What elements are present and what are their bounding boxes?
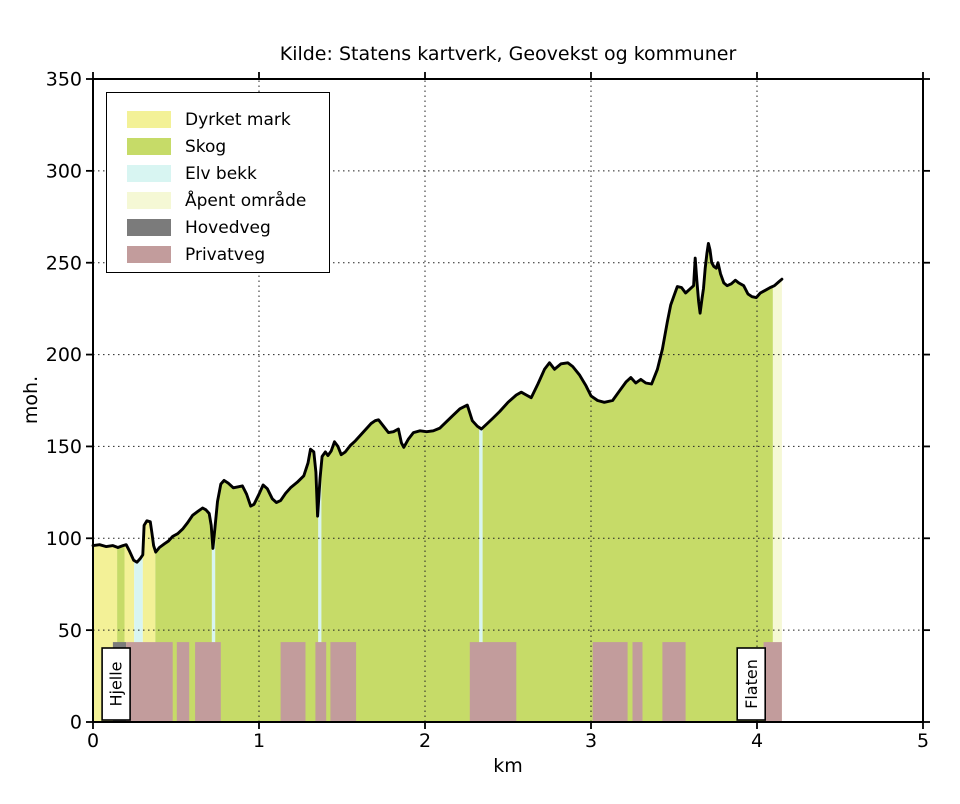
marker-box-flaten — [736, 647, 767, 721]
legend-swatch-privatveg — [127, 246, 171, 263]
road-bar-privatveg — [330, 642, 357, 722]
terrain-fill-apent_omrade — [772, 279, 782, 722]
x-tick-label: 4 — [751, 730, 763, 752]
y-axis-label: moh. — [20, 375, 42, 425]
road-bar-privatveg — [280, 642, 306, 722]
road-bar-privatveg — [126, 642, 173, 722]
road-bar-privatveg — [662, 642, 686, 722]
legend-swatch-elv_bekk — [127, 165, 171, 182]
road-bar-privatveg — [469, 642, 517, 722]
road-bar-privatveg — [315, 642, 327, 722]
marker-label-flaten: Flaten — [742, 659, 761, 709]
chart-title: Kilde: Statens kartverk, Geovekst og kom… — [279, 43, 737, 65]
y-tick-label: 100 — [46, 528, 82, 550]
x-axis-label: km — [493, 755, 523, 777]
y-tick-label: 150 — [46, 436, 82, 458]
x-tick-label: 5 — [917, 730, 929, 752]
y-tick-label: 350 — [46, 69, 82, 91]
legend-swatch-hovedveg — [127, 219, 171, 236]
road-bar-privatveg — [176, 642, 190, 722]
legend-label: Åpent område — [185, 190, 307, 211]
plot-border — [92, 78, 924, 723]
y-tick-label: 300 — [46, 161, 82, 183]
y-tick-label: 0 — [70, 712, 82, 734]
road-bar-privatveg — [763, 642, 782, 722]
marker-label-hjelle: Hjelle — [107, 661, 126, 706]
y-tick-label: 250 — [46, 252, 82, 274]
legend-swatch-skog — [127, 138, 171, 155]
legend-item-apent_omrade: Åpent område — [107, 187, 329, 214]
legend-item-hovedveg: Hovedveg — [107, 214, 329, 241]
legend-item-elv_bekk: Elv bekk — [107, 160, 329, 187]
legend-label: Privatveg — [185, 244, 266, 265]
legend-label: Dyrket mark — [185, 109, 291, 130]
y-tick-label: 200 — [46, 344, 82, 366]
legend: Dyrket mark Skog Elv bekk Åpent område Hoved… — [106, 92, 330, 273]
x-tick-label: 2 — [419, 730, 431, 752]
legend-label: Elv bekk — [185, 163, 257, 184]
legend-swatch-dyrket_mark — [127, 111, 171, 128]
road-bar-privatveg — [632, 642, 643, 722]
x-tick-label: 1 — [253, 730, 265, 752]
marker-box-hjelle — [101, 647, 131, 721]
legend-label: Hovedveg — [185, 217, 271, 238]
terrain-fill-skog — [482, 243, 773, 722]
road-bar-privatveg — [195, 642, 221, 722]
legend-item-skog: Skog — [107, 133, 329, 160]
legend-item-dyrket_mark: Dyrket mark — [107, 106, 329, 133]
x-tick-label: 0 — [87, 730, 99, 752]
legend-swatch-apent_omrade — [127, 192, 171, 209]
x-tick-label: 3 — [585, 730, 597, 752]
y-tick-label: 50 — [58, 620, 82, 642]
legend-label: Skog — [185, 136, 227, 157]
terrain-fill-skog — [321, 405, 480, 722]
elevation-curve — [91, 241, 784, 564]
legend-item-privatveg: Privatveg — [107, 241, 329, 268]
road-bar-privatveg — [592, 642, 628, 722]
